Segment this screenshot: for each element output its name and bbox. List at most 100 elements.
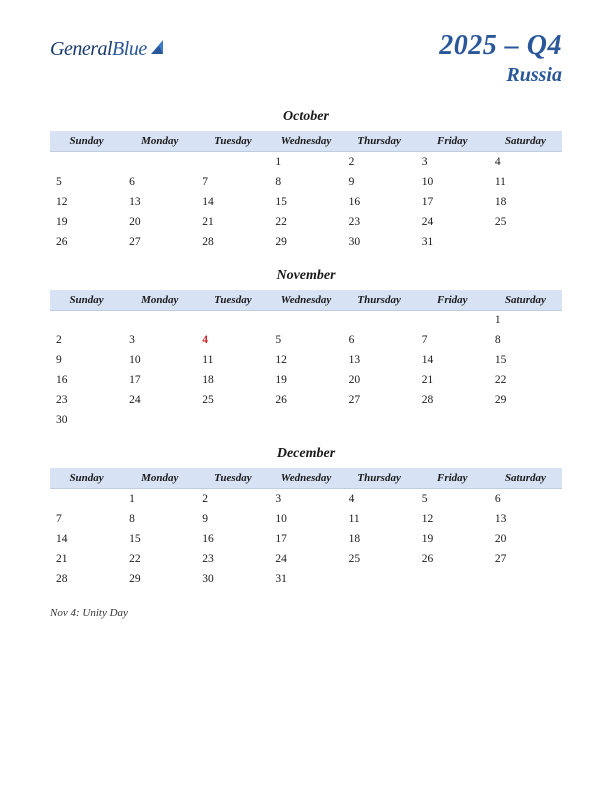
calendar-cell: 14 (416, 350, 489, 370)
calendar-cell (50, 489, 123, 509)
day-header: Tuesday (196, 131, 269, 152)
calendar-cell: 26 (269, 390, 342, 410)
calendar-row: 1 (50, 310, 562, 330)
calendar-cell: 15 (269, 192, 342, 212)
calendar-cell: 20 (123, 212, 196, 232)
calendar-cell: 16 (196, 529, 269, 549)
calendar-cell: 25 (343, 549, 416, 569)
calendar-cell: 8 (123, 509, 196, 529)
day-header: Tuesday (196, 468, 269, 489)
calendar-row: 262728293031 (50, 232, 562, 252)
calendar-cell: 17 (269, 529, 342, 549)
calendars-container: OctoberSundayMondayTuesdayWednesdayThurs… (50, 109, 562, 589)
calendar-cell: 3 (416, 152, 489, 172)
calendar-cell: 26 (50, 232, 123, 252)
calendar-cell: 1 (489, 310, 562, 330)
calendar-row: 2345678 (50, 330, 562, 350)
calendar-cell: 4 (343, 489, 416, 509)
calendar-cell: 24 (416, 212, 489, 232)
calendar-cell: 1 (269, 152, 342, 172)
logo-general: General (50, 38, 112, 60)
calendar-cell: 17 (416, 192, 489, 212)
calendar-table: SundayMondayTuesdayWednesdayThursdayFrid… (50, 131, 562, 252)
calendar-cell (416, 410, 489, 430)
calendar-row: 19202122232425 (50, 212, 562, 232)
calendar-cell: 24 (123, 390, 196, 410)
calendar-cell (123, 410, 196, 430)
calendar-cell: 12 (50, 192, 123, 212)
calendar-cell: 8 (489, 330, 562, 350)
calendar-cell: 6 (343, 330, 416, 350)
calendar-row: 28293031 (50, 569, 562, 589)
day-header: Monday (123, 468, 196, 489)
calendar-cell: 25 (196, 390, 269, 410)
calendar-cell: 11 (196, 350, 269, 370)
calendar-cell: 25 (489, 212, 562, 232)
day-header: Saturday (489, 290, 562, 311)
calendar-cell (196, 152, 269, 172)
calendar-cell (343, 569, 416, 589)
calendar-cell: 16 (343, 192, 416, 212)
calendar-cell: 31 (269, 569, 342, 589)
calendar-cell (269, 310, 342, 330)
calendar-cell: 28 (416, 390, 489, 410)
calendar-cell (269, 410, 342, 430)
calendar-cell: 19 (269, 370, 342, 390)
calendar-cell: 12 (269, 350, 342, 370)
calendar-cell: 7 (416, 330, 489, 350)
calendar-cell: 26 (416, 549, 489, 569)
calendar-cell: 6 (489, 489, 562, 509)
day-header: Wednesday (269, 468, 342, 489)
holiday-note: Nov 4: Unity Day (50, 607, 562, 619)
calendar-cell (196, 410, 269, 430)
calendar-cell: 17 (123, 370, 196, 390)
day-header: Monday (123, 290, 196, 311)
calendar-cell: 9 (196, 509, 269, 529)
calendar-row: 21222324252627 (50, 549, 562, 569)
calendar-row: 12131415161718 (50, 192, 562, 212)
calendar-row: 9101112131415 (50, 350, 562, 370)
month-name: December (50, 446, 562, 462)
calendar-cell (489, 232, 562, 252)
calendar-cell: 29 (269, 232, 342, 252)
calendar-cell: 18 (343, 529, 416, 549)
logo: GeneralBlue (50, 38, 167, 61)
calendar-cell: 19 (50, 212, 123, 232)
calendar-cell: 5 (50, 172, 123, 192)
calendar-cell: 12 (416, 509, 489, 529)
logo-blue: Blue (112, 38, 147, 60)
calendar-cell: 23 (50, 390, 123, 410)
calendar-cell: 10 (123, 350, 196, 370)
calendar-cell: 11 (343, 509, 416, 529)
calendar-cell: 27 (343, 390, 416, 410)
month-block: DecemberSundayMondayTuesdayWednesdayThur… (50, 446, 562, 589)
calendar-cell: 22 (269, 212, 342, 232)
day-header: Thursday (343, 290, 416, 311)
calendar-cell (489, 410, 562, 430)
calendar-cell: 19 (416, 529, 489, 549)
month-name: November (50, 268, 562, 284)
calendar-cell: 5 (416, 489, 489, 509)
calendar-cell: 29 (489, 390, 562, 410)
calendar-cell: 18 (489, 192, 562, 212)
day-header: Friday (416, 468, 489, 489)
country: Russia (439, 64, 562, 87)
calendar-cell: 21 (50, 549, 123, 569)
calendar-cell: 1 (123, 489, 196, 509)
calendar-cell (489, 569, 562, 589)
calendar-cell: 6 (123, 172, 196, 192)
calendar-cell (196, 310, 269, 330)
calendar-cell: 15 (123, 529, 196, 549)
day-header: Thursday (343, 131, 416, 152)
calendar-row: 78910111213 (50, 509, 562, 529)
day-header: Tuesday (196, 290, 269, 311)
calendar-cell: 31 (416, 232, 489, 252)
day-header: Sunday (50, 290, 123, 311)
title-block: 2025 – Q4 Russia (439, 30, 562, 87)
calendar-cell: 21 (196, 212, 269, 232)
day-header: Friday (416, 290, 489, 311)
calendar-cell: 10 (269, 509, 342, 529)
calendar-cell: 10 (416, 172, 489, 192)
calendar-cell: 15 (489, 350, 562, 370)
calendar-cell: 20 (489, 529, 562, 549)
